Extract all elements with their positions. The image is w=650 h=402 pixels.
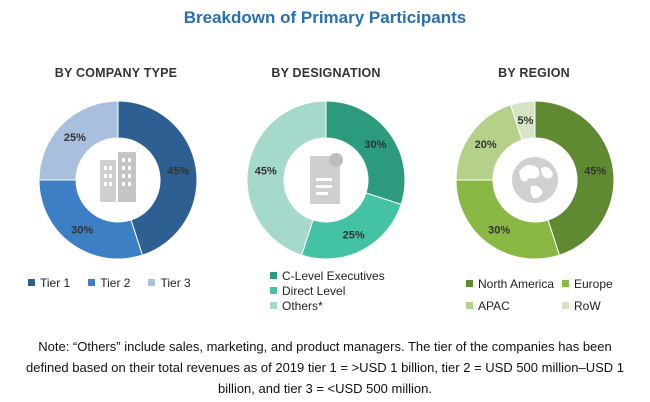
data-label: 30% — [71, 224, 93, 236]
footnote: Note: “Others” include sales, marketing,… — [26, 339, 624, 396]
legend-item-north-america: North America — [466, 276, 562, 291]
legend-designation: C-Level Executives Direct Level Others* — [270, 268, 385, 313]
slice-row — [509, 100, 536, 141]
slice-tier-2 — [38, 179, 144, 260]
document-icon — [310, 153, 343, 204]
chart-title-region: BY REGION — [498, 66, 570, 80]
slice-north-america — [534, 100, 615, 256]
legend-item-row: RoW — [562, 298, 613, 313]
data-label: 5% — [518, 115, 534, 127]
slice-c-level-executives — [325, 100, 406, 206]
slice-tier-1 — [117, 100, 198, 256]
data-label: 25% — [343, 229, 365, 241]
chart-title-company-type: BY COMPANY TYPE — [54, 66, 178, 80]
data-label: 45% — [255, 165, 277, 177]
legend-item-europe: Europe — [562, 276, 613, 291]
donut-chart-region: 45% 30% 20% 5% — [455, 100, 615, 260]
slice-tier-3 — [38, 100, 119, 181]
chart-title-designation: BY DESIGNATION — [271, 66, 381, 80]
slice-others — [246, 100, 327, 256]
donut-chart-designation: 30% 25% 45% — [246, 100, 406, 260]
legend-item-tier-2: Tier 2 — [88, 275, 130, 290]
legend-item-apac: APAC — [466, 298, 562, 313]
buildings-icon — [100, 152, 136, 202]
globe-icon — [512, 157, 558, 203]
data-label: 45% — [167, 165, 189, 177]
data-label: 25% — [64, 132, 86, 144]
data-label: 20% — [475, 139, 497, 151]
legend-item-tier-1: Tier 1 — [28, 275, 70, 290]
legend-item-others: Others* — [270, 298, 385, 313]
legend-region: North America Europe APAC RoW — [466, 276, 613, 313]
legend-item-c-level-executives: C-Level Executives — [270, 268, 385, 283]
donut-chart-company-type: 45% 30% 25% — [38, 100, 198, 260]
data-label: 45% — [584, 165, 606, 177]
data-label: 30% — [488, 224, 510, 236]
legend-company-type: Tier 1 Tier 2 Tier 3 — [28, 275, 191, 290]
legend-item-tier-3: Tier 3 — [148, 275, 191, 290]
legend-item-direct-level: Direct Level — [270, 283, 385, 298]
data-label: 30% — [364, 139, 386, 151]
page-title: Breakdown of Primary Participants — [183, 8, 467, 27]
slice-europe — [455, 179, 561, 260]
